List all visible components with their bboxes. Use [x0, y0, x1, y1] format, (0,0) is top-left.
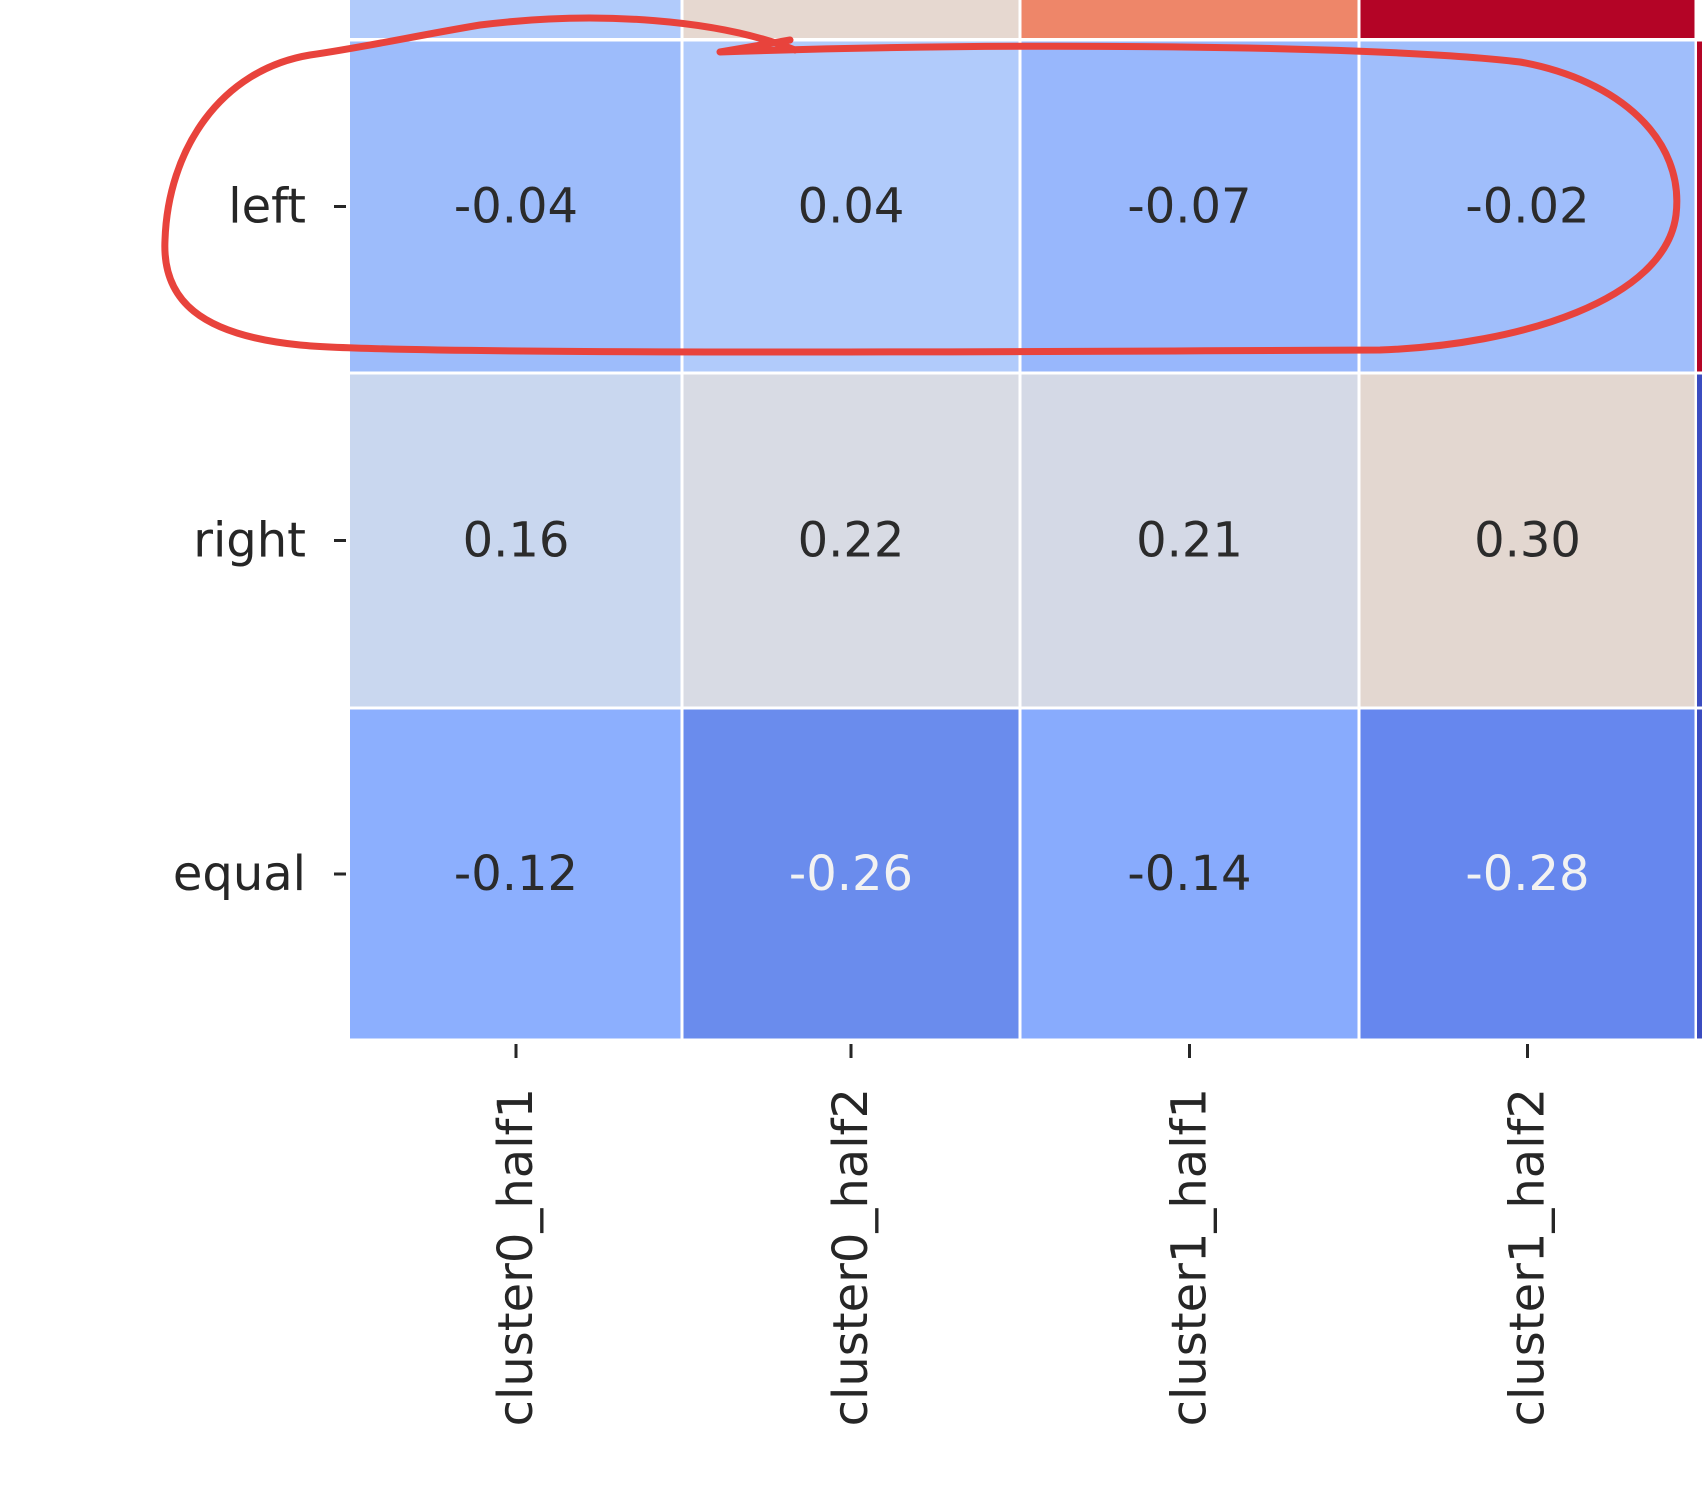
heatmap-cell-partial	[1021, 0, 1358, 38]
highlight-ellipse-annotation	[161, 14, 1681, 356]
heatmap-cell-partial	[1697, 41, 1702, 372]
cell-value-label: -0.28	[1465, 846, 1589, 902]
cell-value-label: -0.26	[789, 846, 913, 902]
heatmap-cell	[1360, 41, 1695, 372]
x-tick-label: cluster1_half1	[1162, 1088, 1218, 1426]
heatmap-cell	[683, 41, 1019, 372]
heatmap-cell	[350, 41, 681, 372]
x-tick-label: cluster0_half1	[488, 1088, 544, 1426]
heatmap-cell	[1360, 709, 1695, 1039]
heatmap-cell	[1021, 374, 1358, 707]
cell-value-label: 0.21	[1136, 513, 1243, 569]
cell-value-labels: -0.04 0.04 -0.07 -0.02 0.16 0.22 0.21 0.30 -0.12…	[454, 179, 1590, 903]
heatmap-cell	[1021, 41, 1358, 372]
cell-value-label: -0.07	[1127, 179, 1251, 235]
heatmap-cell	[350, 709, 681, 1039]
cell-value-label: 0.04	[798, 179, 905, 235]
heatmap-cell	[1021, 709, 1358, 1039]
cell-value-label: -0.04	[454, 179, 578, 235]
cell-value-label: -0.12	[454, 846, 578, 902]
heatmap-cell-partial	[1697, 374, 1702, 707]
heatmap-cell	[683, 709, 1019, 1039]
x-tick-label: cluster0_half2	[823, 1088, 879, 1426]
heatmap-cell	[683, 374, 1019, 707]
heatmap-cells	[350, 0, 1702, 1039]
cell-value-label: -0.02	[1465, 179, 1589, 235]
y-tick-label: equal	[173, 846, 306, 902]
heatmap-cell	[1360, 374, 1695, 707]
cell-value-label: 0.22	[798, 513, 905, 569]
heatmap-cell-partial	[1697, 709, 1702, 1039]
heatmap-cell	[350, 374, 681, 707]
annotation	[161, 14, 1681, 356]
axes: left right equal cluster0_half1 cluster0_hal…	[173, 179, 1556, 1427]
cell-value-label: 0.16	[463, 513, 570, 569]
x-tick-label: cluster1_half2	[1500, 1088, 1556, 1426]
cell-value-label: 0.30	[1474, 513, 1581, 569]
y-tick-label: right	[193, 513, 306, 569]
cell-value-label: -0.14	[1127, 846, 1251, 902]
heatmap-cell-partial	[1360, 0, 1695, 38]
y-tick-label: left	[228, 179, 306, 235]
